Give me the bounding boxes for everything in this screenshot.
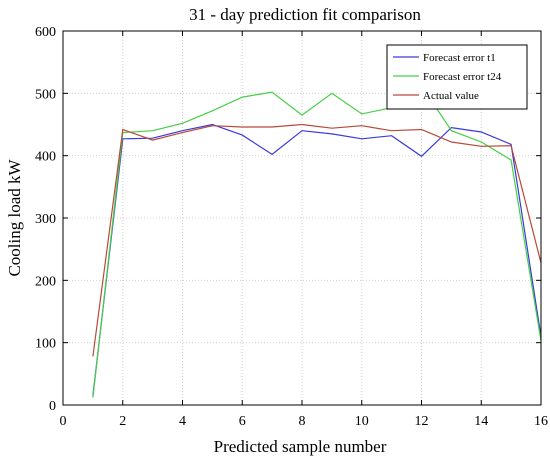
legend-box — [386, 44, 528, 110]
chart-title: 31 - day prediction fit comparison — [189, 5, 421, 24]
legend-label-3: Actual value — [423, 90, 479, 102]
x-tick-label: 8 — [299, 414, 306, 429]
x-axis: 0 2 4 6 8 10 12 14 16 — [60, 31, 548, 429]
series-group — [92, 85, 542, 398]
x-tick-label: 4 — [179, 414, 186, 429]
y-tick-label: 0 — [49, 399, 56, 414]
x-tick-label: 16 — [534, 414, 548, 429]
y-axis-label: Cooling load kW — [5, 159, 24, 277]
x-tick-label: 10 — [355, 414, 369, 429]
series-line-1 — [92, 123, 542, 396]
legend-label-2: Forecast error t24 — [423, 71, 502, 83]
grid — [63, 31, 541, 405]
legend: Forecast error t1 Forecast error t24 Actua… — [386, 44, 528, 110]
x-tick-label: 2 — [119, 414, 126, 429]
x-tick-label: 14 — [474, 414, 488, 429]
x-tick-label: 0 — [60, 414, 67, 429]
y-tick-label: 400 — [35, 150, 56, 165]
y-tick-label: 200 — [35, 274, 56, 289]
y-tick-label: 600 — [35, 25, 56, 40]
series-line-2 — [92, 85, 542, 398]
legend-label-1: Forecast error t1 — [423, 52, 496, 64]
y-tick-label: 300 — [35, 212, 56, 227]
y-tick-label: 500 — [35, 87, 56, 102]
series-line-3 — [92, 123, 542, 357]
x-tick-label: 6 — [239, 414, 246, 429]
x-axis-label: Predicted sample number — [214, 437, 387, 456]
x-tick-label: 12 — [415, 414, 429, 429]
y-axis: 0 100 200 300 400 500 600 — [35, 25, 541, 414]
y-tick-label: 100 — [35, 337, 56, 352]
